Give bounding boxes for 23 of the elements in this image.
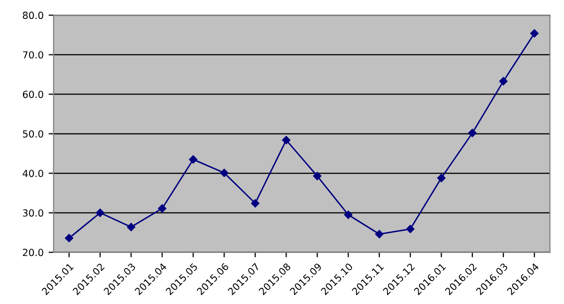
- point: [375, 230, 384, 238]
- point: [437, 174, 446, 182]
- y-tick-label: 80.0: [22, 12, 44, 20]
- point: [499, 77, 508, 86]
- point: [64, 234, 74, 242]
- y-tick-label: 40.0: [22, 170, 44, 178]
- y-tick-label: 70.0: [23, 51, 44, 59]
- y-tick-label: 30.0: [22, 209, 44, 217]
- point: [189, 155, 198, 164]
- point: [313, 172, 322, 180]
- point: [468, 128, 476, 138]
- y-tick-label: 20.0: [22, 248, 44, 256]
- point: [220, 168, 228, 178]
- point: [251, 199, 260, 208]
- point: [158, 204, 166, 213]
- point: [282, 136, 290, 144]
- y-tick-label: 60.0: [22, 90, 44, 98]
- y-tick-label: 50.0: [22, 130, 44, 138]
- point: [127, 222, 136, 232]
- point: [344, 210, 352, 219]
- point: [406, 224, 414, 234]
- point: [96, 208, 104, 217]
- point: [530, 29, 539, 38]
